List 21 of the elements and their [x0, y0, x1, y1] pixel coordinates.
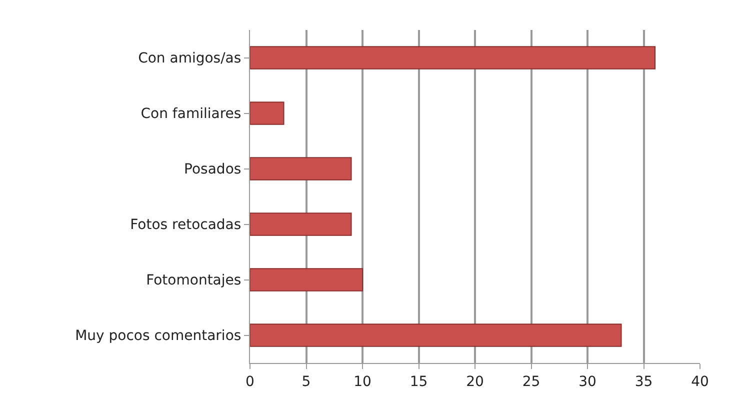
y-tick-label: Fotomontajes [146, 272, 242, 289]
bar [250, 102, 284, 125]
x-tick-label: 20 [466, 374, 484, 390]
y-tick-label: Muy pocos comentarios [75, 328, 242, 344]
y-tick-label: Con amigos/as [138, 50, 242, 67]
bar [250, 46, 656, 70]
x-tick-label: 35 [634, 374, 653, 390]
x-tick-label: 15 [410, 374, 428, 390]
y-tick-label: Fotos retocadas [130, 217, 242, 234]
x-tick-label: 10 [354, 374, 372, 390]
bar [250, 324, 622, 347]
bar [250, 268, 363, 292]
x-tick-label: 30 [578, 374, 596, 390]
x-tick-label: 25 [522, 374, 540, 390]
y-tick-label: Posados [184, 162, 242, 178]
y-tick-label: Con familiares [140, 106, 242, 122]
x-tick-label: 40 [691, 374, 709, 390]
x-tick-label: 5 [302, 374, 311, 390]
x-tick-label: 0 [246, 374, 254, 390]
bar [250, 157, 352, 180]
bar [250, 212, 352, 236]
